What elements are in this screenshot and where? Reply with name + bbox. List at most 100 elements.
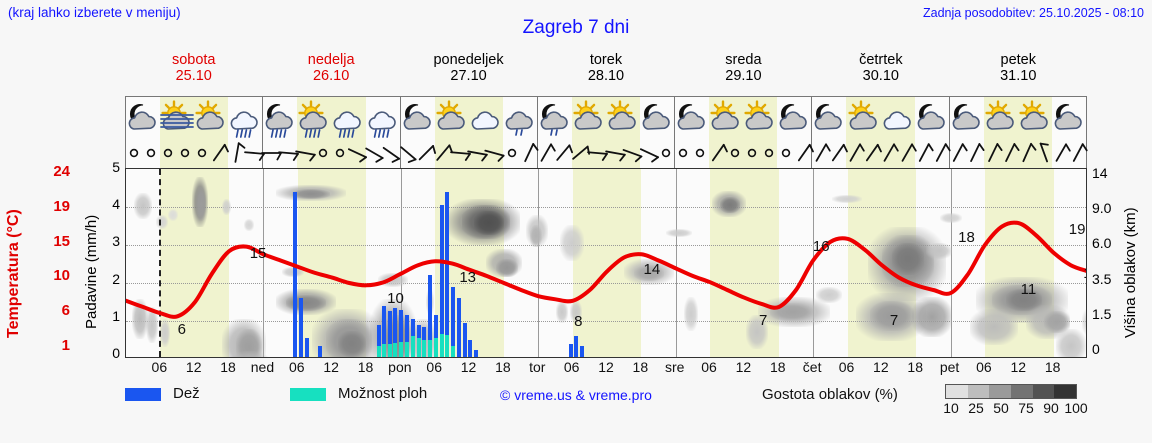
wind-barb-icon: [947, 140, 969, 164]
cloud-height-tick: 1.5: [1092, 305, 1112, 322]
day-column-3: torek 28.10: [537, 52, 674, 96]
cloud-density-blob: [666, 229, 692, 237]
cloud-density-blob: [746, 315, 768, 349]
icon-day-group-4: [672, 97, 813, 168]
rain-legend-label: Dež: [173, 385, 200, 402]
weather-icon-slot: [812, 97, 846, 168]
moon-cloud-icon: [123, 99, 163, 144]
day-column-1: nedelja 26.10: [262, 52, 399, 96]
temperature-value-label: 16: [812, 237, 830, 255]
temperature-value-label: 14: [643, 260, 661, 278]
day-date: 25.10: [175, 68, 212, 85]
wind-barb-icon: [226, 140, 248, 164]
time-tick-label: 12: [460, 359, 477, 375]
temperature-value-label: 11: [1020, 280, 1037, 298]
copyright-link[interactable]: © vreme.us & vreme.pro: [500, 387, 652, 403]
moon-cloud-rain-icon: [260, 99, 300, 144]
precipitation-bar: [293, 191, 298, 357]
weather-icon-slot: [228, 97, 262, 168]
precipitation-tick: 2: [112, 270, 120, 287]
menu-hint-text: (kraj lahko izberete v meniju): [8, 5, 181, 20]
cloud-density-ramp-labels: 10 25 50 75 90 100: [937, 400, 1087, 418]
wind-barb-icon: [123, 140, 145, 164]
wind-barb-icon: [793, 140, 815, 164]
cloud-ramp-step-2: [989, 385, 1012, 398]
cloud-ramp-step-3: [1011, 385, 1033, 398]
shower-probability-bar: [399, 341, 404, 357]
temperature-value-label: 15: [249, 245, 267, 263]
temperature-value-label: 8: [574, 312, 583, 330]
wind-barb-icon: [483, 140, 505, 164]
cloud-ramp-step-0: [946, 385, 968, 398]
cloud-density-blob: [474, 211, 504, 235]
horizontal-gridline: [126, 321, 1086, 322]
cloud-height-tick: 0: [1092, 341, 1100, 357]
weather-icon-slot: [366, 97, 400, 168]
time-tick-label: 18: [769, 359, 786, 375]
cloud-density-color-ramp: [945, 384, 1077, 399]
weather-icon-slot: [846, 97, 881, 168]
plot-inner: 61510138147167181119132014: [126, 169, 1086, 357]
time-tick-label: 18: [495, 359, 511, 375]
wind-barb-icon: [260, 140, 282, 164]
time-tick-label: 18: [907, 359, 923, 375]
shower-probability-bar: [445, 334, 450, 357]
day-date: 29.10: [725, 68, 762, 85]
precipitation-tick: 0: [112, 345, 120, 361]
wind-barb-icon: [157, 140, 179, 164]
wind-barb-icon: [174, 140, 196, 164]
cloud-density-blob: [556, 301, 568, 323]
sun-cloud-icon: [981, 99, 1021, 144]
shower-legend-swatch: [290, 388, 326, 401]
weather-icon-slot: [263, 97, 297, 168]
precipitation-bar: [580, 345, 585, 357]
temperature-tick: 24: [53, 163, 70, 180]
cloud-rain-icon: [225, 99, 265, 144]
temperature-value-label: 13: [459, 269, 477, 287]
wind-barb-icon: [930, 140, 952, 164]
wind-barb-icon: [775, 140, 797, 164]
wind-barb-icon: [191, 140, 213, 164]
cloud-ramp-step-5: [1054, 385, 1077, 398]
weather-icon-slot: [401, 97, 435, 168]
cloud-density-blob: [832, 195, 862, 203]
wind-barb-icon: [999, 140, 1021, 164]
wind-barb-icon: [208, 140, 230, 164]
rain-legend-swatch: [125, 388, 161, 401]
wind-barb-icon: [604, 140, 626, 164]
wind-barb-icon: [913, 140, 935, 164]
wind-barb-icon: [810, 140, 832, 164]
temperature-curve: [126, 169, 1086, 357]
precipitation-bar: [399, 309, 404, 357]
day-column-4: sreda 29.10: [675, 52, 812, 96]
time-tick-label: 12: [735, 359, 752, 375]
current-time-line: [159, 169, 162, 357]
cloud-ramp-label: 25: [968, 400, 984, 416]
precipitation-bar: [381, 305, 386, 357]
precipitation-bar: [468, 339, 473, 357]
wind-barb-icon: [1033, 140, 1055, 164]
time-tick-label: sre: [664, 359, 685, 375]
time-tick-label: 12: [598, 359, 614, 375]
day-separator-gridline: [538, 169, 540, 357]
cloud-density-blob: [816, 287, 842, 303]
day-name: ponedeljek: [433, 52, 504, 68]
day-name: nedelja: [307, 52, 355, 68]
cloud-density-legend-title: Gostota oblakov (%): [762, 386, 898, 403]
precipitation-tick: 3: [112, 233, 120, 250]
day-separator-gridline: [675, 169, 677, 357]
moon-cloud-icon: [672, 99, 712, 144]
cloud-icon: [878, 99, 918, 144]
day-name: sobota: [171, 52, 216, 68]
time-tick-label: pon: [388, 359, 412, 375]
time-tick-label: 06: [563, 359, 580, 375]
sun-cloud-icon: [191, 99, 231, 144]
wind-barb-icon: [964, 140, 986, 164]
cloud-density-blob: [338, 331, 366, 357]
wind-barb-icon: [535, 140, 557, 164]
precipitation-bar: [439, 205, 444, 357]
moon-cloud-icon: [637, 99, 677, 144]
cloud-ramp-label: 75: [1018, 400, 1034, 416]
wind-barb-icon: [672, 140, 694, 164]
precipitation-bar: [318, 345, 323, 357]
